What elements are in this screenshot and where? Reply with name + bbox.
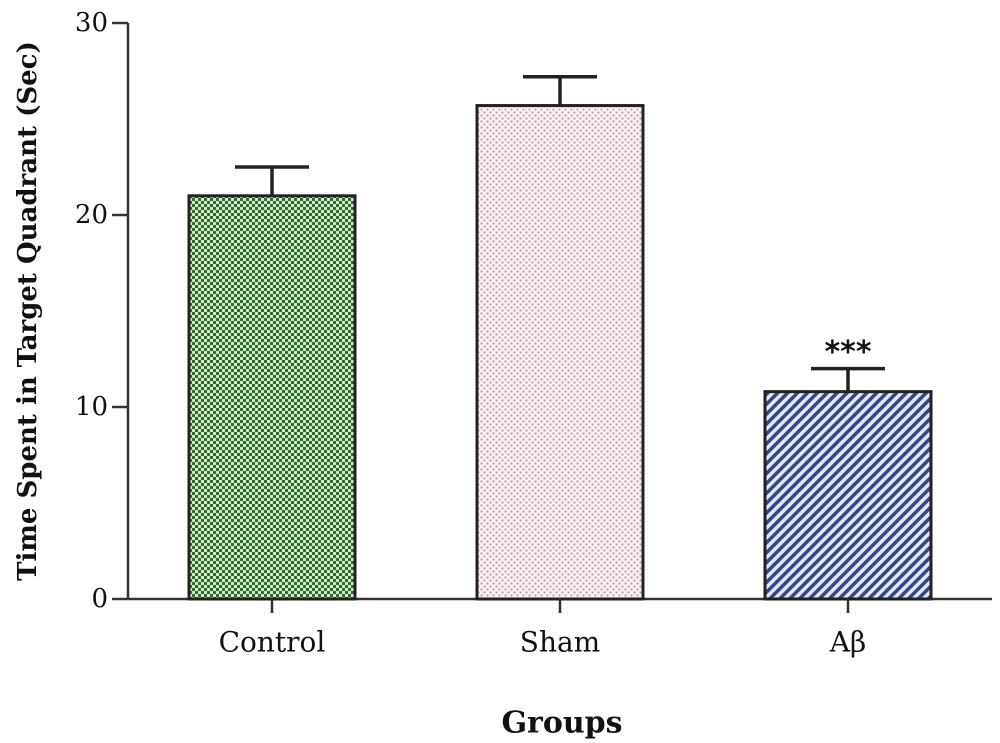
x-tick-label: Control [219, 626, 326, 659]
bars [187, 104, 933, 601]
y-ticks: 0 10 20 30 [75, 8, 128, 614]
error-bars [235, 75, 885, 392]
bar-control [187, 194, 357, 601]
y-tick-label: 0 [91, 584, 108, 614]
significance-marks: *** [824, 335, 871, 370]
x-tick-label: Sham [520, 626, 600, 659]
bar-sham [475, 104, 645, 601]
x-axis-label: Groups [501, 706, 622, 741]
y-tick-label: 30 [75, 8, 108, 38]
y-tick-label: 20 [75, 200, 108, 230]
y-axis-label: Time Spent in Target Quadrant (Sec) [13, 41, 43, 581]
y-tick-label: 10 [75, 392, 108, 422]
bar-a [763, 390, 933, 601]
significance-label: *** [824, 335, 871, 370]
x-tick-label: Aβ [829, 626, 866, 659]
category-labels: Control Sham Aβ [219, 599, 866, 659]
